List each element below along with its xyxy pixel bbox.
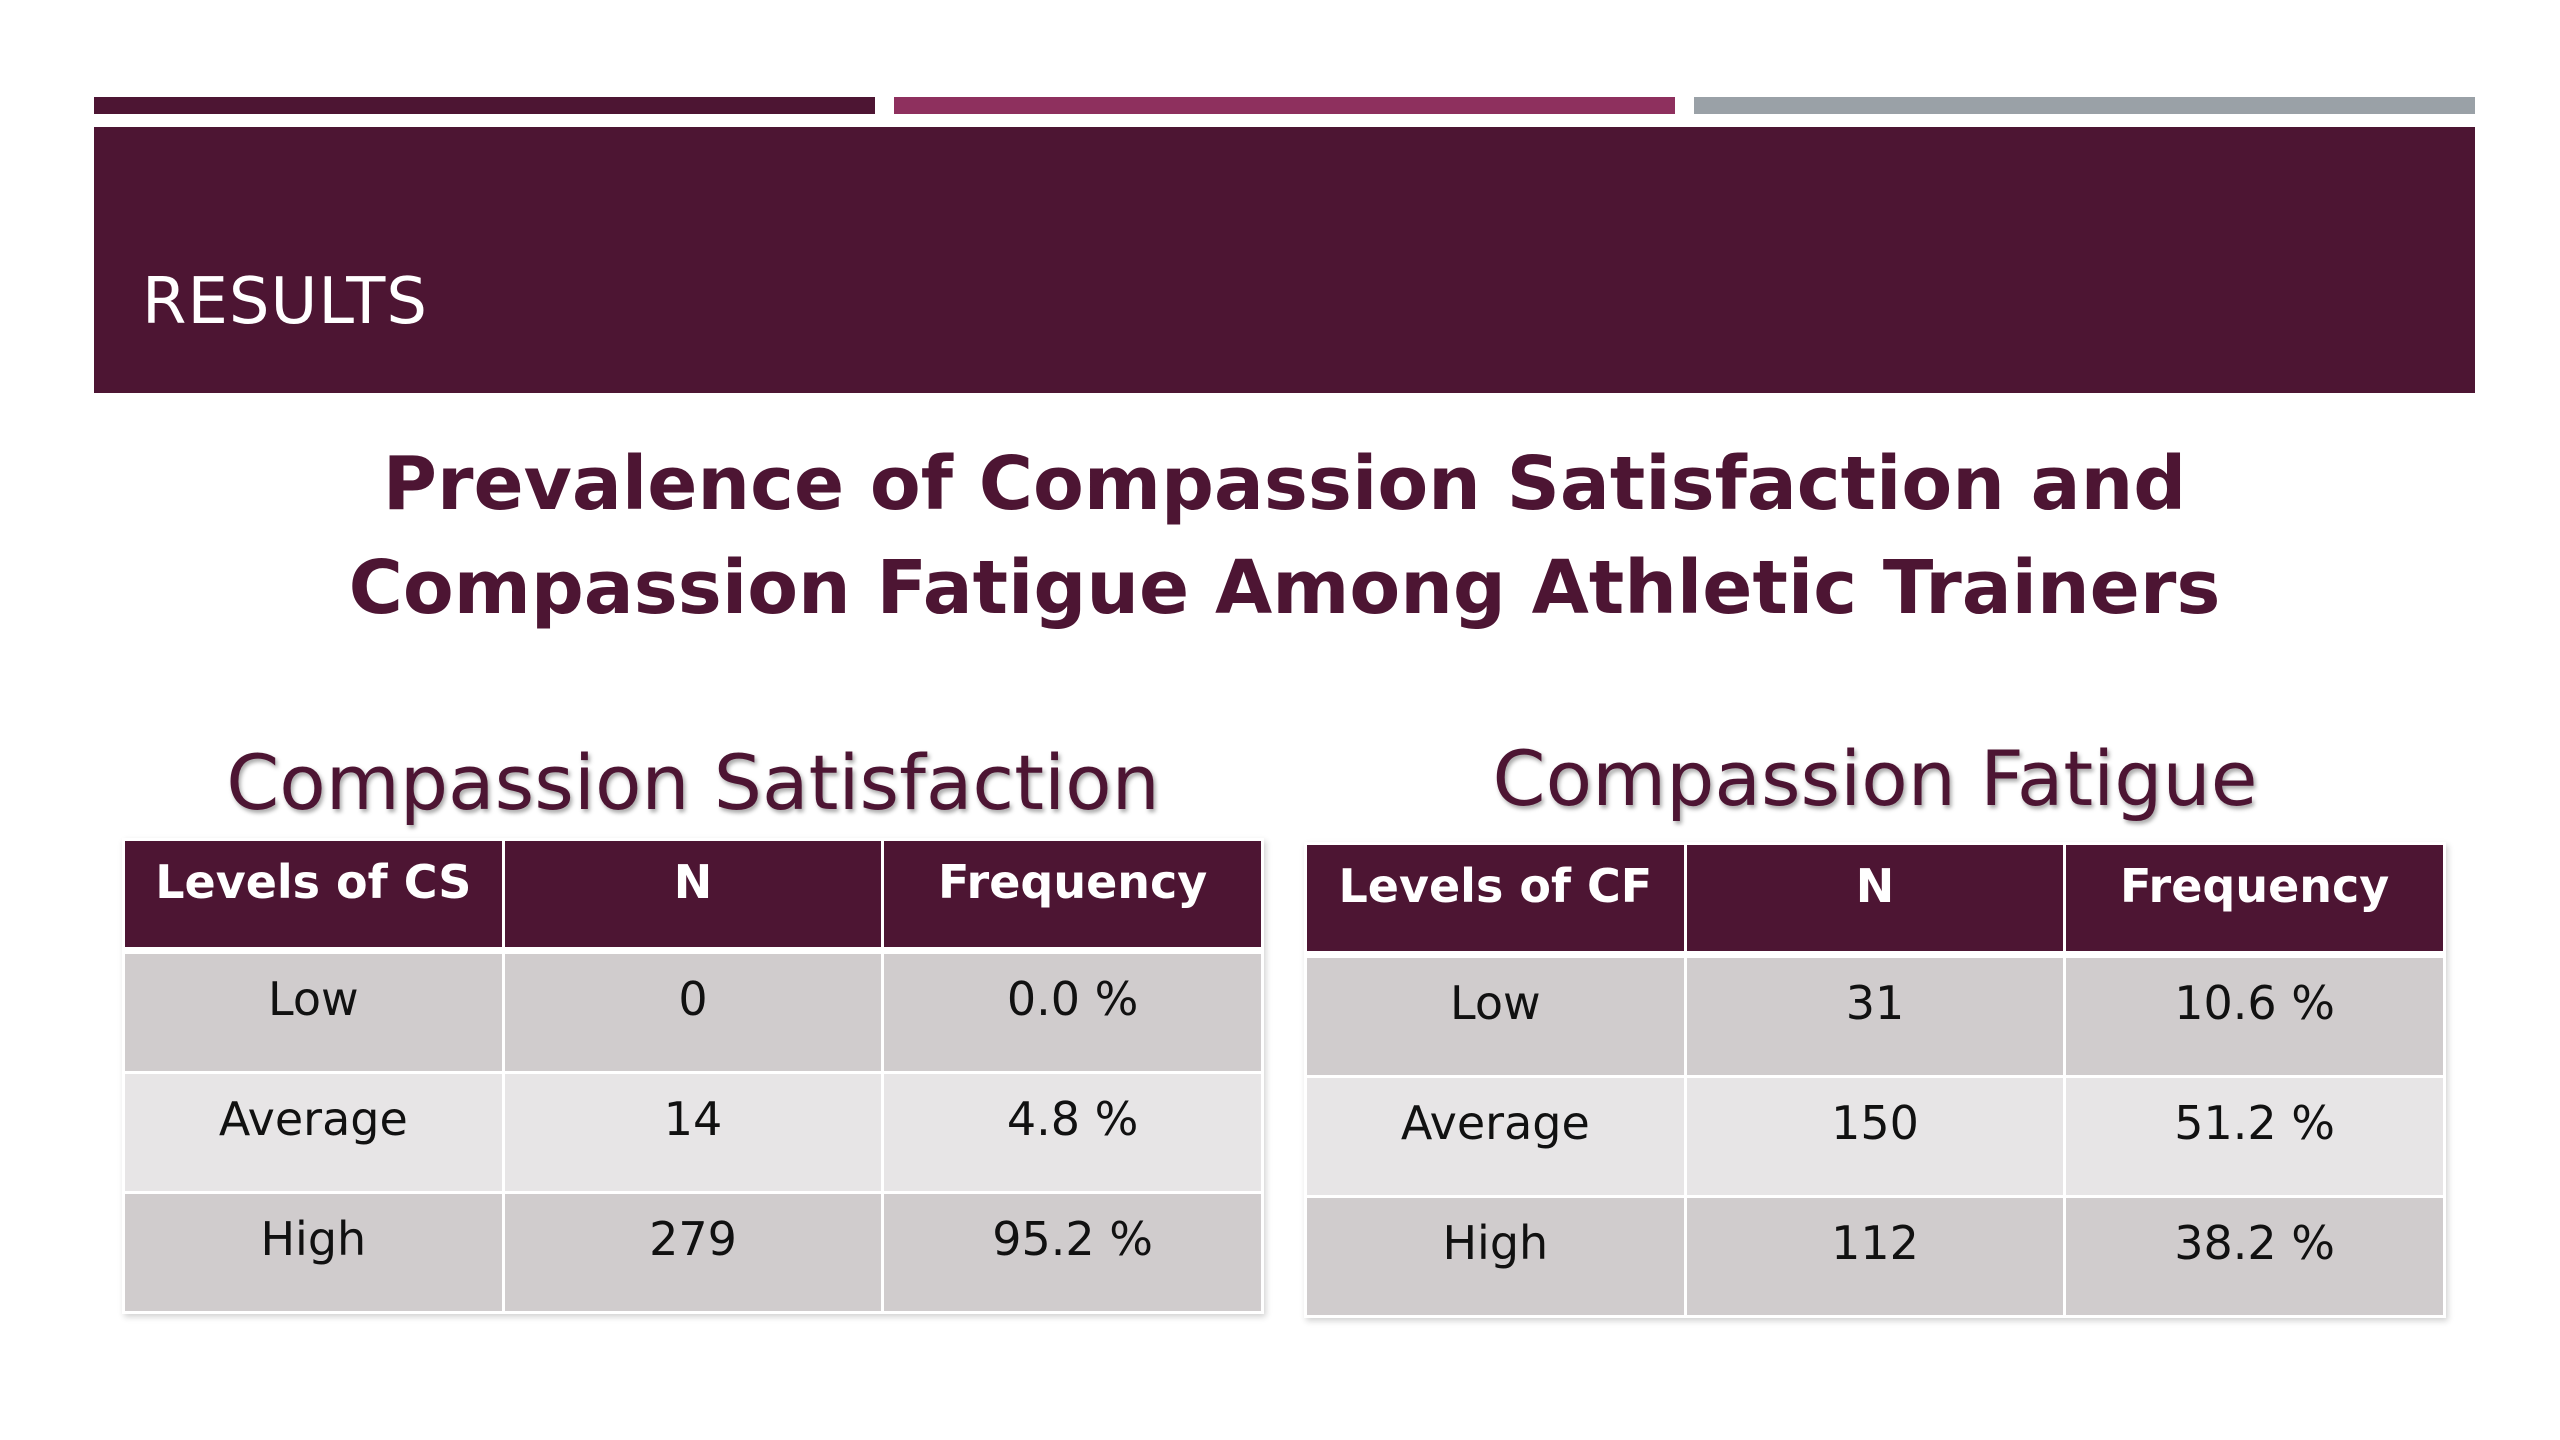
accent-bar-dark [94,97,875,114]
cf-header-frequency: Frequency [2066,845,2443,955]
cs-cell-frequency: 0.0 % [884,954,1261,1071]
cf-cell-level: High [1307,1198,1684,1315]
cs-header-row: Levels of CS N Frequency [125,841,1261,951]
cs-table-title: Compassion Satisfaction [226,738,1160,827]
accent-bar-gray [1694,97,2475,114]
cs-cell-n: 279 [504,1194,882,1311]
cf-cell-frequency: 10.6 % [2066,958,2443,1075]
table-row: Low 0 0.0 % [125,954,1261,1071]
cf-header-n: N [1686,845,2064,955]
cf-table-title: Compassion Fatigue [1492,734,2258,823]
cf-table: Levels of CF N Frequency Low 31 10.6 % A… [1304,842,2446,1318]
slide-heading-line-2: Compassion Fatigue Among Athletic Traine… [348,545,2221,631]
title-banner: RESULTS [94,127,2475,393]
cf-header-row: Levels of CF N Frequency [1307,845,2443,955]
table-row: Low 31 10.6 % [1307,958,2443,1075]
cs-table: Levels of CS N Frequency Low 0 0.0 % Ave… [122,838,1264,1314]
accent-bar-magenta [894,97,1675,114]
table-row: High 279 95.2 % [125,1194,1261,1311]
table-row: High 112 38.2 % [1307,1198,2443,1315]
cs-cell-frequency: 95.2 % [884,1194,1261,1311]
cf-header-level: Levels of CF [1307,845,1684,955]
cf-cell-n: 150 [1686,1078,2064,1195]
cs-cell-frequency: 4.8 % [884,1074,1261,1191]
cf-cell-level: Average [1307,1078,1684,1195]
table-row: Average 150 51.2 % [1307,1078,2443,1195]
table-row: Average 14 4.8 % [125,1074,1261,1191]
cs-cell-n: 14 [504,1074,882,1191]
slide-heading: Prevalence of Compassion Satisfaction an… [94,432,2475,640]
cf-cell-n: 112 [1686,1198,2064,1315]
slide-title: RESULTS [142,265,428,339]
cf-cell-n: 31 [1686,958,2064,1075]
cs-cell-level: High [125,1194,502,1311]
cs-cell-n: 0 [504,954,882,1071]
cs-header-frequency: Frequency [884,841,1261,951]
cf-cell-frequency: 51.2 % [2066,1078,2443,1195]
cs-header-n: N [504,841,882,951]
slide-heading-line-1: Prevalence of Compassion Satisfaction an… [382,441,2187,527]
cs-cell-level: Average [125,1074,502,1191]
cs-header-level: Levels of CS [125,841,502,951]
cf-cell-level: Low [1307,958,1684,1075]
cf-cell-frequency: 38.2 % [2066,1198,2443,1315]
cs-cell-level: Low [125,954,502,1071]
